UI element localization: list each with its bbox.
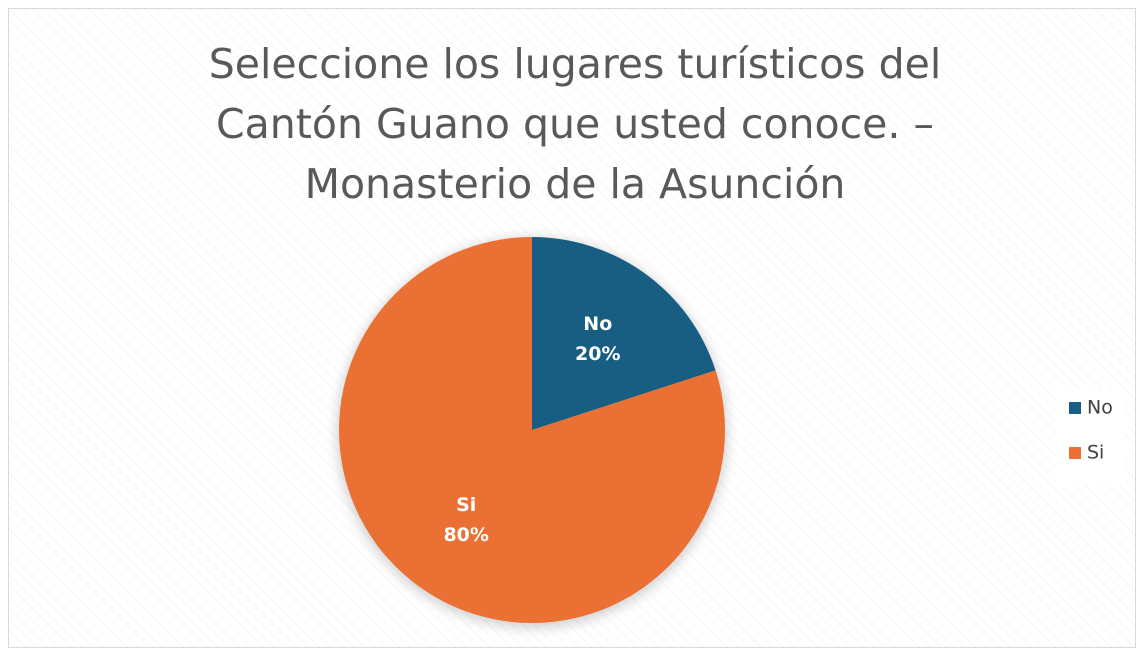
pie-slice bbox=[532, 237, 716, 430]
chart-title: Seleccione los lugares turísticos del Ca… bbox=[208, 40, 942, 208]
data-label-value: 20% bbox=[575, 343, 620, 365]
legend-swatch bbox=[1069, 447, 1081, 459]
legend-label: Si bbox=[1087, 442, 1104, 464]
pie-slice bbox=[339, 237, 725, 623]
data-label-category: No bbox=[583, 313, 612, 335]
data-label-category: Si bbox=[456, 494, 476, 516]
legend-label: No bbox=[1087, 397, 1113, 419]
legend-swatch bbox=[1069, 402, 1081, 414]
data-label-value: 80% bbox=[443, 524, 488, 546]
